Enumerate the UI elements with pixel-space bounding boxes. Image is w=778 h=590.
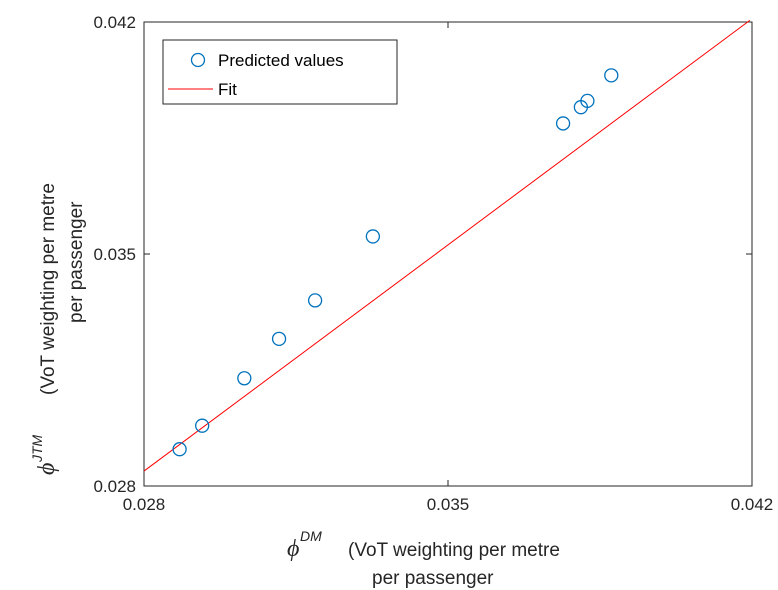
- y-axis-label: ϕ JTM (VoT weighting per metre per passe…: [29, 183, 87, 475]
- data-point: [237, 371, 252, 386]
- fit-line-layer: [143, 19, 751, 472]
- legend-label-fit: Fit: [218, 80, 237, 99]
- y-tick-label: 0.035: [93, 245, 136, 264]
- data-point: [555, 116, 571, 131]
- legend-marker-predicted: [190, 52, 206, 68]
- x-tick-label: 0.028: [123, 495, 166, 514]
- y-axis-superscript: JTM: [29, 434, 45, 463]
- x-axis-label-line1: (VoT weighting per metre: [348, 540, 560, 561]
- x-tick-label: 0.035: [427, 495, 470, 514]
- fit-line: [143, 19, 751, 472]
- x-axis-symbol: ϕ: [287, 536, 299, 562]
- legend: Predicted values Fit: [162, 39, 398, 105]
- x-tick-label: 0.042: [731, 495, 774, 514]
- axes-box: [143, 21, 753, 487]
- data-point: [195, 418, 210, 433]
- data-point: [172, 442, 187, 457]
- data-point: [271, 331, 287, 346]
- y-tick-label: 0.028: [93, 477, 136, 496]
- data-point: [604, 68, 619, 83]
- x-axis-label-line2: per passenger: [372, 568, 494, 589]
- y-axis-label-line1: (VoT weighting per metre: [38, 183, 59, 395]
- x-axis-superscript: DM: [300, 528, 322, 544]
- data-point: [307, 293, 323, 308]
- y-tick-label: 0.042: [93, 13, 136, 32]
- legend-box: [162, 39, 398, 105]
- data-point: [580, 93, 595, 109]
- data-point: [365, 229, 381, 244]
- legend-label-predicted: Predicted values: [218, 51, 344, 70]
- tick-labels: 0.028 0.035 0.042 0.028 0.035 0.042: [93, 13, 773, 514]
- x-axis-label: ϕ DM (VoT weighting per metre per passen…: [287, 528, 560, 589]
- y-axis-symbol: ϕ: [34, 463, 60, 475]
- marker-layer: [172, 68, 619, 457]
- y-axis-label-line2: per passenger: [66, 201, 87, 323]
